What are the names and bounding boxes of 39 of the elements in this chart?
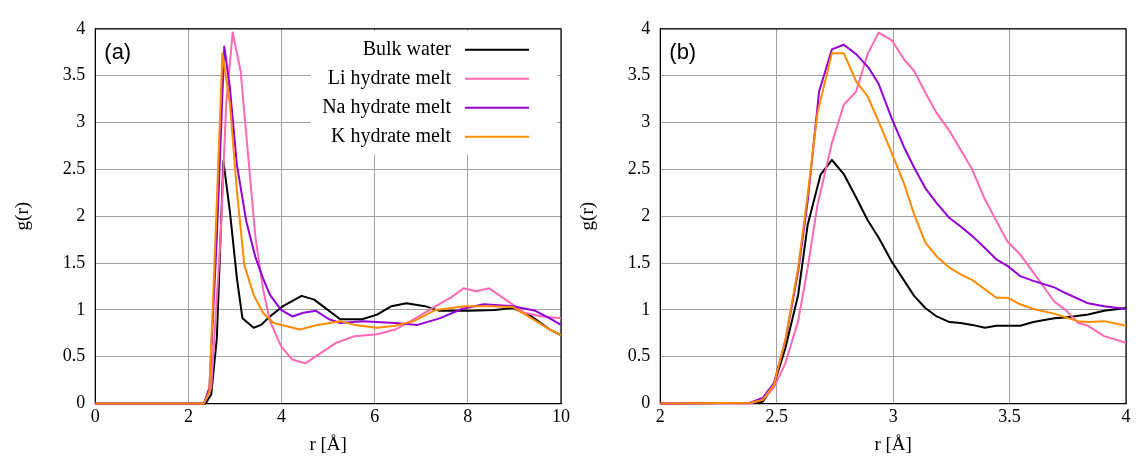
y-tick-label: 1	[76, 298, 86, 319]
x-tick-label: 0	[90, 406, 100, 427]
y-tick-label: 3	[76, 111, 86, 132]
legend-label: Li hydrate melt	[327, 66, 452, 90]
y-tick-label: 0.5	[627, 345, 651, 366]
y-tick-label: 3.5	[627, 64, 651, 85]
y-tick-label: 2.5	[62, 158, 86, 179]
y-tick-label: 4	[641, 17, 651, 38]
x-axis-title: r [Å]	[309, 432, 347, 454]
y-tick-label: 1.5	[62, 251, 86, 272]
y-axis-title: g(r)	[11, 201, 34, 231]
x-tick-label: 4	[1121, 406, 1131, 427]
x-axis-title: r [Å]	[874, 432, 912, 454]
x-tick-label: 6	[370, 406, 380, 427]
x-tick-label: 2.5	[765, 406, 788, 427]
x-tick-label: 2	[655, 406, 665, 427]
x-tick-label: 3	[888, 406, 898, 427]
x-tick-label: 2	[183, 406, 193, 427]
text: (a)	[104, 38, 132, 64]
y-tick-label: 1.5	[627, 251, 651, 272]
y-axis-title: g(r)	[576, 201, 599, 231]
y-tick-label: 4	[76, 17, 86, 38]
x-tick-label: 10	[552, 406, 570, 427]
y-tick-label: 2.5	[627, 158, 651, 179]
x-tick-label: 8	[463, 406, 473, 427]
legend-label: K hydrate melt	[331, 124, 452, 148]
legend-label: Bulk water	[362, 37, 452, 60]
y-tick-label: 2	[76, 204, 86, 225]
legend-label: Na hydrate melt	[322, 95, 452, 119]
y-tick-label: 0.5	[62, 345, 86, 366]
y-tick-label: 0	[641, 392, 651, 413]
x-tick-label: 3.5	[998, 406, 1021, 427]
text: (b)	[669, 38, 697, 64]
y-tick-label: 2	[641, 204, 651, 225]
x-tick-label: 4	[277, 406, 287, 427]
y-tick-label: 3.5	[62, 64, 86, 85]
y-tick-label: 1	[641, 298, 651, 319]
y-tick-label: 3	[641, 111, 651, 132]
y-tick-label: 0	[76, 392, 86, 413]
